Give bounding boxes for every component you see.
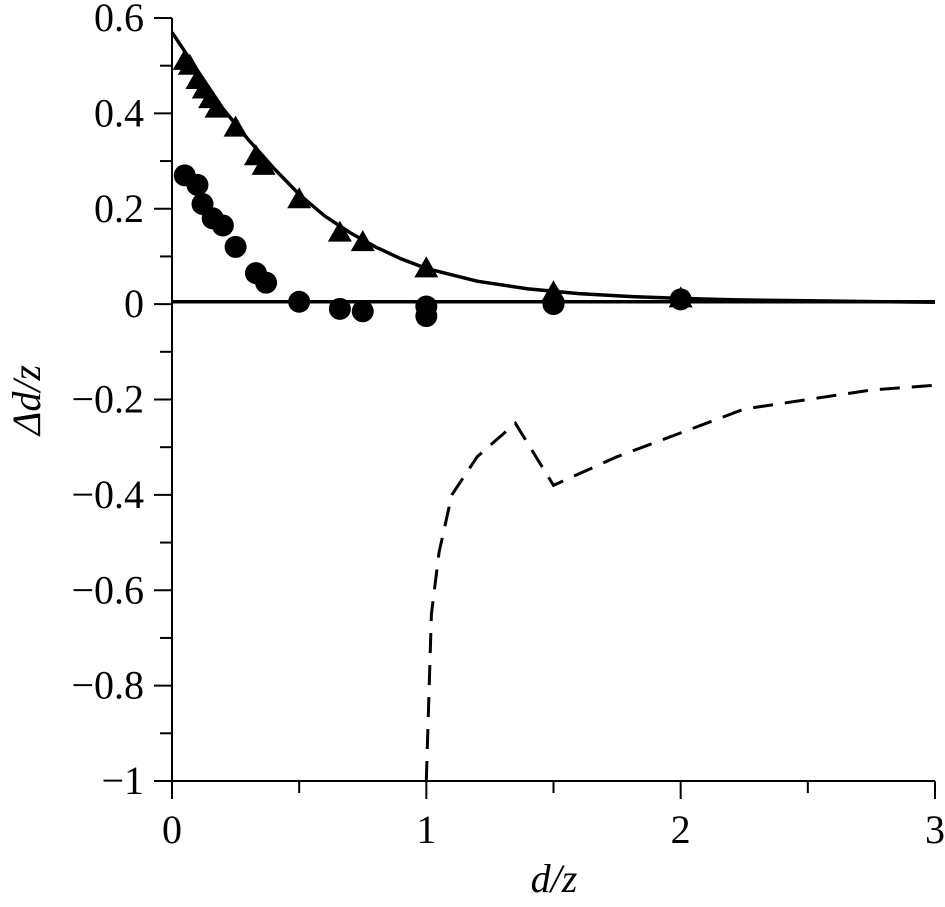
circle-point <box>542 293 565 316</box>
y-tick-label: 0.4 <box>94 90 144 135</box>
circle-point <box>415 305 438 328</box>
y-tick-label: −0.6 <box>71 567 144 612</box>
x-tick-label: 0 <box>162 807 182 852</box>
triangle-point <box>287 187 312 209</box>
y-axis-label: Δd/z <box>4 364 49 437</box>
y-tick-label: −1 <box>101 758 144 803</box>
circle-point <box>224 235 247 258</box>
labels: d/z Δd/z <box>4 364 578 901</box>
series-layer <box>170 31 936 782</box>
circle-point <box>186 173 209 196</box>
y-tick-label: −0.4 <box>71 472 144 517</box>
solid-curve <box>170 31 936 304</box>
axes: 0.6 0.4 0.2 0 −0.2 −0.4 −0.6 −0.8 −1 0 1 2 3 <box>71 0 945 852</box>
x-tick-label: 2 <box>671 807 691 852</box>
x-axis-label: d/z <box>531 856 578 901</box>
triangle-point <box>327 220 352 242</box>
circle-point <box>351 300 374 323</box>
circle-point <box>211 214 234 237</box>
x-tick-label: 1 <box>416 807 436 852</box>
x-tick-label: 3 <box>925 807 945 852</box>
triangle-point <box>251 153 276 175</box>
dashed-curve <box>424 383 936 782</box>
y-tick-label: −0.2 <box>71 377 144 422</box>
circle-point <box>255 271 278 294</box>
y-tick-label: −0.8 <box>71 663 144 708</box>
y-tick-label: 0.2 <box>94 186 144 231</box>
triangle-point <box>204 96 229 118</box>
y-tick-label: 0.6 <box>94 0 144 40</box>
y-tick-label: 0 <box>124 281 144 326</box>
